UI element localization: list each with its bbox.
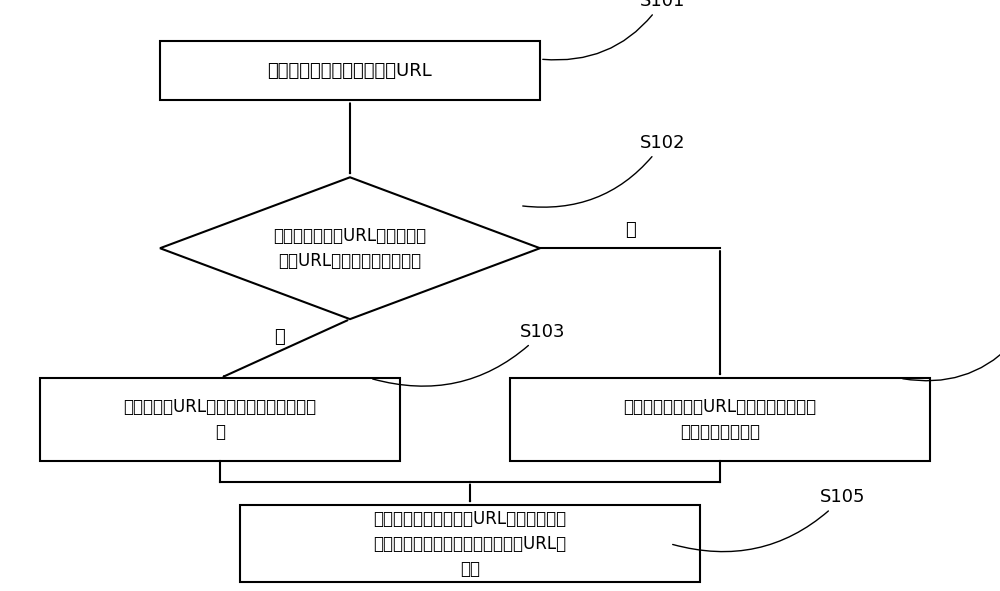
Text: S101: S101 <box>543 0 685 60</box>
Text: 否: 否 <box>625 222 635 239</box>
Text: 获取待屏蔽统一资源定位符URL: 获取待屏蔽统一资源定位符URL <box>268 62 432 80</box>
Bar <box>240 505 700 582</box>
Text: 针对每一待屏蔽URL，判断该待
屏蔽URL是否包含预设的前缀: 针对每一待屏蔽URL，判断该待 屏蔽URL是否包含预设的前缀 <box>273 227 427 269</box>
Polygon shape <box>160 177 540 319</box>
Text: S103: S103 <box>373 323 566 386</box>
Text: 是: 是 <box>275 328 285 346</box>
Text: S105: S105 <box>673 488 866 551</box>
Bar <box>510 378 930 461</box>
Text: 将该待屏蔽URL的前缀确定为目标屏蔽对
象: 将该待屏蔽URL的前缀确定为目标屏蔽对 象 <box>123 398 317 441</box>
Text: 当接收到用户访问目标URL的请求时，根
据目标屏蔽对象，对用户进行目标URL的
屏蔽: 当接收到用户访问目标URL的请求时，根 据目标屏蔽对象，对用户进行目标URL的 … <box>373 509 567 578</box>
Text: 将预设的该待屏蔽URL对应的资源标识确
定为目标屏蔽对象: 将预设的该待屏蔽URL对应的资源标识确 定为目标屏蔽对象 <box>623 398 817 441</box>
Bar <box>40 378 400 461</box>
Text: S102: S102 <box>523 134 686 207</box>
Bar <box>160 41 540 100</box>
Text: S104: S104 <box>903 323 1000 381</box>
